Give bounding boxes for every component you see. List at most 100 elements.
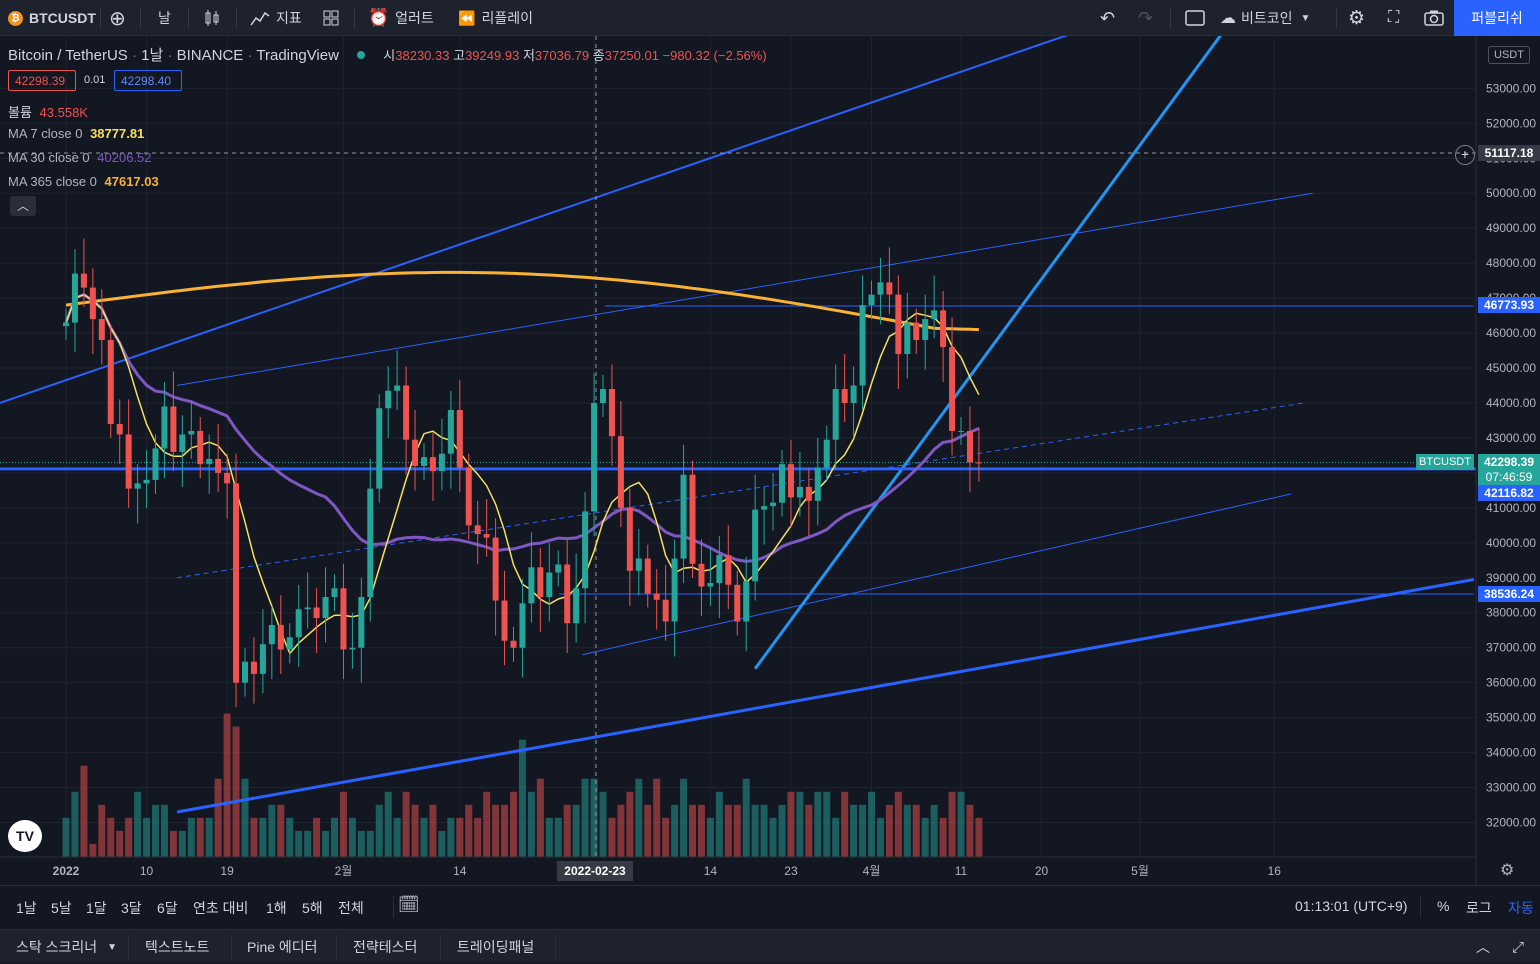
volume-bar — [868, 791, 875, 857]
volume-label: 볼륨 — [8, 105, 32, 120]
settings-gear-icon[interactable]: ⚙ — [1348, 7, 1366, 29]
volume-bar — [71, 791, 79, 857]
volume-bar — [751, 804, 759, 857]
chart-type-button[interactable] — [203, 0, 221, 36]
time-tick-label: 14 — [704, 864, 718, 878]
candle-body — [573, 588, 580, 624]
candle-body — [143, 479, 150, 484]
price-tick-label: 41000.00 — [1486, 501, 1536, 515]
axis-settings-gear-icon[interactable]: ⚙ — [1500, 862, 1515, 879]
volume-bar — [653, 778, 661, 857]
templates-button[interactable] — [322, 0, 340, 36]
time-tick-label: 14 — [453, 864, 467, 878]
symbol-search-button[interactable]: ₿ BTCUSDT — [8, 0, 96, 36]
camera-icon[interactable] — [1424, 0, 1444, 36]
ma7-legend: MA 7 close 0 38777.81 — [8, 126, 144, 141]
replay-button[interactable]: ⏪ 리플레이 — [458, 0, 533, 36]
candle-body — [949, 347, 956, 431]
candle-body — [259, 644, 266, 674]
maximize-panel-icon[interactable]: ⤢ — [1512, 938, 1525, 956]
time-zone-display[interactable]: 01:13:01 (UTC+9) — [1295, 898, 1408, 914]
volume-bar — [357, 830, 365, 857]
range-button-1[interactable]: 5날 — [51, 900, 72, 916]
candle-body — [841, 388, 848, 403]
candle-body — [966, 430, 973, 463]
candle-body — [958, 430, 964, 432]
range-button-5[interactable]: 연초 대비 — [193, 900, 249, 916]
alert-label: 얼러트 — [395, 10, 434, 26]
buy-price-button[interactable]: 42298.40 — [114, 70, 182, 91]
add-alert-plus-icon[interactable]: + — [1455, 145, 1475, 165]
volume-bar — [286, 817, 294, 857]
tab-strategy-tester[interactable]: 전략테스터 — [353, 930, 417, 964]
tab-trading-panel[interactable]: 트레이딩패널 — [457, 930, 534, 964]
candle-body — [582, 511, 589, 589]
indicators-label: 지표 — [276, 10, 302, 26]
candle-body — [277, 624, 284, 650]
ma30-value: 40206.52 — [97, 150, 152, 165]
percent-toggle[interactable]: % — [1437, 898, 1450, 914]
volume-bar — [510, 791, 517, 857]
ma365-line — [65, 270, 979, 332]
candle-body — [80, 273, 87, 288]
trendline-lower-support — [176, 578, 1475, 814]
range-button-7[interactable]: 5해 — [302, 900, 323, 916]
tab-text-notes[interactable]: 텍스트노트 — [145, 930, 209, 964]
redo-icon[interactable]: ↷ — [1138, 7, 1154, 28]
low-value: 37036.79 — [534, 48, 590, 63]
log-toggle[interactable]: 로그 — [1466, 900, 1492, 916]
fullscreen-layout-icon[interactable] — [1185, 0, 1205, 36]
range-button-6[interactable]: 1해 — [266, 900, 287, 916]
candle-body — [161, 406, 168, 449]
ma30-line — [64, 292, 980, 563]
sell-price-button[interactable]: 42298.39 — [8, 70, 76, 91]
candle-body — [367, 488, 374, 598]
range-button-8[interactable]: 전체 — [338, 900, 364, 916]
candle-body — [761, 506, 768, 510]
tab-pine-editor[interactable]: Pine 에디터 — [247, 930, 318, 964]
candle-body — [814, 467, 821, 501]
price-chart[interactable]: 32000.00 33000.00 34000.00 35000.00 36000.00… — [0, 36, 1540, 886]
volume-bar — [921, 817, 929, 857]
candle-body — [465, 467, 472, 526]
currency-selector[interactable]: USDT — [1488, 46, 1530, 64]
candle-body — [796, 486, 803, 498]
candle-body — [63, 322, 69, 327]
legend-source: TradingView — [256, 47, 339, 64]
change-value: −980.32 (−2.56%) — [662, 48, 767, 63]
price-axis: 32000.00 33000.00 34000.00 35000.00 36000.00… — [0, 36, 1540, 886]
spread-value: 0.01 — [84, 74, 106, 86]
range-button-2[interactable]: 1달 — [86, 900, 107, 916]
tab-stock-screener[interactable]: 스탁 스크리너 ▼ — [16, 930, 117, 964]
interval-button[interactable]: 날 — [158, 0, 171, 36]
layout-button[interactable]: ☁ 비트코인 ▼ — [1220, 0, 1310, 36]
fullscreen-icon[interactable]: ⛶ — [1388, 9, 1400, 26]
legend-header: Bitcoin / TetherUS · 1날 · BINANCE · Trad… — [8, 47, 767, 64]
compare-plus-icon[interactable]: ⊕ — [109, 7, 126, 30]
time-tick-label: 20 — [1035, 864, 1049, 878]
candle-body — [626, 507, 633, 571]
candle-body — [197, 430, 204, 465]
auto-toggle[interactable]: 자동 — [1508, 900, 1534, 916]
line-price-label: 38536.24 — [1478, 586, 1540, 602]
candle-body — [555, 564, 562, 573]
price-tick-label: 50000.00 — [1486, 186, 1536, 200]
candle-body — [71, 273, 78, 323]
crosshair-price-label: 51117.18 — [1478, 145, 1540, 161]
range-button-0[interactable]: 1날 — [16, 900, 37, 916]
ma30-label: MA 30 close 0 — [8, 150, 90, 165]
undo-icon[interactable]: ↶ — [1100, 7, 1116, 28]
alert-button[interactable]: ⏰ 얼러트 — [368, 0, 434, 36]
volume-bar — [939, 817, 947, 857]
collapse-legend-chevron-up-icon[interactable]: ︿ — [10, 196, 36, 216]
time-tick-label: 23 — [784, 864, 798, 878]
tradingview-logo-icon[interactable]: TV — [8, 820, 42, 852]
indicators-button[interactable]: 지표 — [250, 0, 302, 36]
chevron-up-icon[interactable]: ︿ — [1476, 939, 1490, 955]
candle-body — [850, 385, 857, 403]
publish-button[interactable]: 퍼블리쉬 — [1454, 0, 1540, 36]
range-button-3[interactable]: 3달 — [121, 900, 142, 916]
range-button-4[interactable]: 6달 — [157, 900, 178, 916]
legend-exchange: BINANCE — [176, 47, 244, 64]
goto-date-calendar-icon[interactable]: 🗓 — [398, 895, 420, 914]
